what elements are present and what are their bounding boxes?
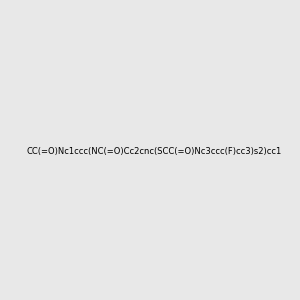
Text: CC(=O)Nc1ccc(NC(=O)Cc2cnc(SCC(=O)Nc3ccc(F)cc3)s2)cc1: CC(=O)Nc1ccc(NC(=O)Cc2cnc(SCC(=O)Nc3ccc(… [26, 147, 281, 156]
